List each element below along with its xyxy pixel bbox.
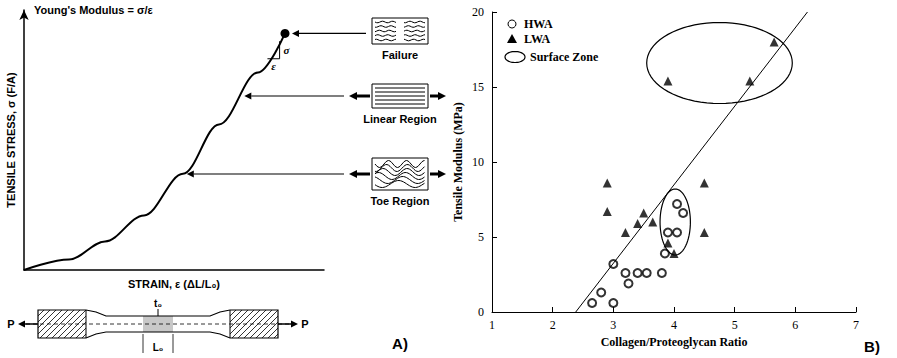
svg-text:A): A) <box>392 335 408 352</box>
svg-text:5: 5 <box>732 318 738 332</box>
svg-text:STRAIN, ε (ΔL/L₀): STRAIN, ε (ΔL/L₀) <box>128 278 220 290</box>
svg-text:LWA: LWA <box>524 32 551 46</box>
svg-text:15: 15 <box>472 80 484 94</box>
svg-text:ε: ε <box>271 60 276 72</box>
svg-text:t₀: t₀ <box>154 298 162 309</box>
svg-text:1: 1 <box>489 318 495 332</box>
svg-text:Toe Region: Toe Region <box>370 195 429 207</box>
svg-text:2: 2 <box>550 318 556 332</box>
svg-text:B): B) <box>864 338 880 355</box>
svg-text:Tensile Modulus (MPa): Tensile Modulus (MPa) <box>451 102 465 222</box>
svg-text:TENSILE STRESS, σ (F/A): TENSILE STRESS, σ (F/A) <box>5 72 17 208</box>
svg-text:σ: σ <box>284 44 291 56</box>
svg-text:P: P <box>7 318 14 330</box>
svg-text:20: 20 <box>472 5 484 19</box>
svg-text:Failure: Failure <box>382 49 418 61</box>
svg-text:Surface Zone: Surface Zone <box>530 50 599 64</box>
svg-text:10: 10 <box>472 155 484 169</box>
svg-text:0: 0 <box>478 305 484 319</box>
svg-text:6: 6 <box>792 318 798 332</box>
svg-text:4: 4 <box>671 318 677 332</box>
svg-text:7: 7 <box>853 318 859 332</box>
svg-text:Linear Region: Linear Region <box>363 113 437 125</box>
svg-text:P: P <box>301 318 308 330</box>
svg-text:Young's Modulus = σ/ε: Young's Modulus = σ/ε <box>34 4 154 16</box>
svg-text:3: 3 <box>610 318 616 332</box>
svg-text:5: 5 <box>478 230 484 244</box>
svg-text:HWA: HWA <box>524 17 553 31</box>
svg-text:L₀: L₀ <box>153 342 164 353</box>
svg-text:Collagen/Proteoglycan Ratio: Collagen/Proteoglycan Ratio <box>601 335 748 349</box>
